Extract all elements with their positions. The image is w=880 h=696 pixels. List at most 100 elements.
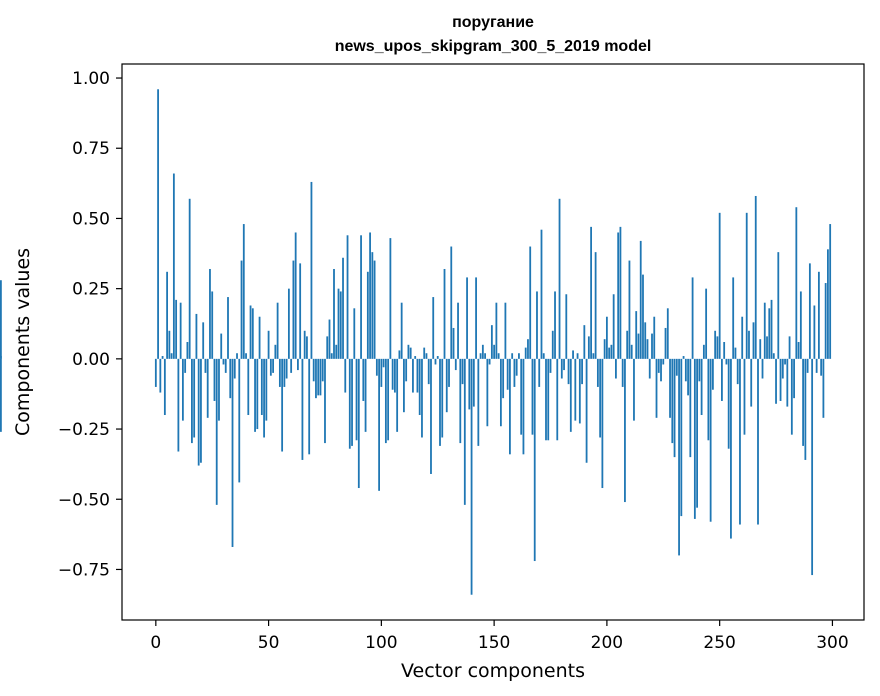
- bar-48: [263, 358, 265, 438]
- bar-28: [218, 358, 220, 421]
- bar-75: [324, 358, 326, 444]
- bar-84: [344, 358, 347, 393]
- bar-264: [750, 358, 753, 407]
- bar-170: [538, 358, 541, 387]
- bar-177: [554, 291, 556, 359]
- x-tick-label: 0: [150, 633, 161, 653]
- bar-220: [651, 333, 653, 359]
- bar-262: [745, 212, 748, 359]
- bar-278: [781, 358, 784, 379]
- bar-114: [412, 358, 414, 393]
- bar-254: [727, 358, 730, 449]
- bar-78: [330, 353, 333, 359]
- bar-50: [267, 330, 270, 359]
- bar-174: [547, 358, 550, 441]
- bar-282: [790, 358, 793, 435]
- bar-140: [470, 358, 473, 595]
- bar-196: [596, 358, 599, 387]
- bar-296: [822, 358, 825, 418]
- bar-96: [371, 252, 374, 359]
- bar-102: [384, 358, 387, 444]
- bar-56: [281, 358, 284, 452]
- bar-34: [231, 358, 234, 547]
- bar-165: [527, 339, 529, 359]
- bar-65: [301, 358, 304, 460]
- bar-171: [540, 229, 543, 359]
- bar-201: [608, 347, 611, 359]
- bar-86: [348, 358, 351, 449]
- bar-19: [197, 358, 200, 466]
- bar-129: [445, 358, 448, 413]
- chart-subtitle: news_upos_skipgram_300_5_2019 model: [335, 38, 652, 55]
- bar-108: [398, 350, 401, 359]
- bar-297: [824, 283, 827, 359]
- bar-123: [432, 297, 435, 359]
- bar-127: [441, 358, 444, 438]
- bar-105: [391, 358, 394, 390]
- bar-38: [240, 260, 243, 359]
- bar-280: [786, 358, 789, 407]
- bar-155: [504, 302, 507, 359]
- bar-221: [653, 316, 656, 359]
- bar-8: [172, 173, 175, 359]
- bar-143: [477, 358, 480, 446]
- bar-164: [524, 347, 527, 359]
- bar-87: [351, 358, 353, 446]
- bar-80: [335, 344, 338, 359]
- bar-76: [326, 336, 329, 359]
- bar-188: [578, 358, 581, 424]
- bar-180: [560, 358, 563, 379]
- bar-36: [236, 353, 238, 359]
- bar-281: [788, 336, 791, 359]
- bar-232: [678, 358, 680, 556]
- bar-230: [673, 358, 676, 458]
- bar-173: [545, 358, 547, 441]
- bar-251: [721, 358, 723, 401]
- bar-285: [797, 342, 800, 359]
- bar-33: [229, 358, 232, 399]
- bar-233: [680, 358, 683, 517]
- bar-128: [443, 268, 446, 359]
- bar-157: [509, 358, 511, 455]
- bar-40: [245, 353, 247, 359]
- bar-89: [355, 358, 358, 441]
- bar-291: [811, 358, 814, 576]
- bar-218: [646, 339, 649, 359]
- bar-81: [337, 288, 340, 359]
- bar-227: [666, 308, 669, 359]
- bar-298: [827, 249, 829, 359]
- bar-190: [583, 325, 586, 359]
- bar-184: [569, 358, 572, 432]
- bar-139: [468, 358, 471, 410]
- bar-166: [529, 246, 532, 359]
- bar-271: [766, 336, 768, 359]
- bar-268: [759, 339, 762, 359]
- bar-18: [195, 313, 198, 359]
- bar-245: [707, 358, 710, 441]
- bar-242: [700, 358, 703, 416]
- bar-undefined: [0, 358, 2, 432]
- bar-290: [808, 263, 811, 359]
- bar-106: [393, 358, 396, 393]
- x-tick-label: 100: [365, 633, 397, 653]
- bar-73: [319, 358, 322, 396]
- bar-29: [220, 333, 223, 359]
- bar-142: [475, 277, 477, 359]
- bar-107: [396, 358, 399, 432]
- bar-210: [628, 260, 631, 359]
- bar-46: [258, 316, 261, 359]
- bar-94: [366, 271, 369, 359]
- x-axis: 0 50 100 150 200 250 300: [150, 620, 849, 653]
- bar-109: [400, 302, 403, 359]
- y-axis-label: Components values: [12, 248, 34, 436]
- bar-182: [565, 294, 568, 359]
- bar-175: [549, 358, 552, 373]
- bar-121: [427, 358, 430, 385]
- bar-1: [157, 89, 159, 359]
- bar-272: [768, 308, 771, 359]
- bar-176: [551, 330, 554, 359]
- bar-252: [723, 342, 726, 359]
- x-tick-label: 300: [816, 633, 848, 653]
- bar-2: [159, 358, 162, 393]
- bar-24: [209, 268, 211, 359]
